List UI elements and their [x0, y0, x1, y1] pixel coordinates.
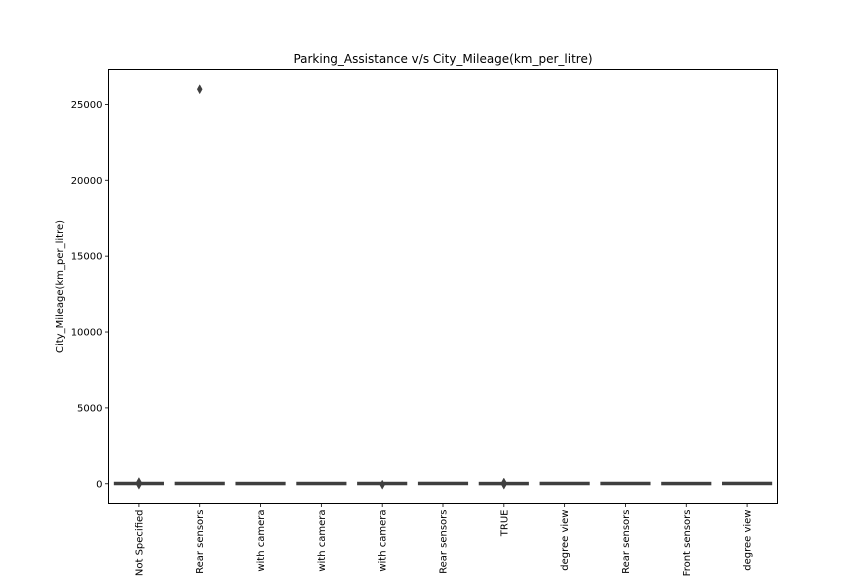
y-tick-label: 5000 [77, 403, 102, 414]
y-axis-label: City_Mileage(km_per_litre) [55, 220, 66, 353]
plot-area: 0 5000 10000 15000 20000 25000 Not Specified Re… [71, 84, 773, 576]
x-tick-label: Rear sensors [195, 510, 206, 574]
box-8 [600, 481, 651, 486]
x-tick-label: with camera [378, 510, 389, 572]
x-tick-label: degree view [560, 510, 571, 571]
x-tick-label: TRUE [499, 510, 510, 538]
box-9 [661, 481, 712, 486]
x-tick-label: Front sensors [682, 510, 693, 576]
box-0 [113, 477, 164, 490]
y-tick-label: 25000 [71, 100, 103, 111]
outlier-point [196, 84, 203, 95]
y-tick-label: 0 [96, 479, 102, 490]
x-tick-label: Rear sensors [439, 510, 450, 574]
box-1 [174, 84, 225, 486]
box-3 [296, 481, 347, 486]
box-10 [722, 481, 773, 486]
plot-frame [108, 69, 778, 504]
outlier-point [136, 477, 142, 488]
y-tick-label: 15000 [71, 252, 103, 263]
x-tick-label: Rear sensors [621, 510, 632, 574]
chart-title: Parking_Assistance v/s City_Mileage(km_p… [293, 52, 592, 66]
box-7 [539, 481, 590, 486]
box-5 [417, 481, 469, 486]
x-tick-label: degree view [743, 510, 754, 571]
y-tick-label: 10000 [71, 328, 103, 339]
x-tick-label: with camera [317, 510, 328, 572]
box-4 [357, 479, 408, 490]
outlier-point [501, 477, 507, 488]
x-tick-label: with camera [256, 510, 267, 572]
y-tick-label: 20000 [71, 176, 103, 187]
x-tick-label: Not Specified [134, 510, 145, 576]
box-6 [478, 477, 529, 490]
box-2 [235, 481, 286, 486]
outlier-point [379, 479, 385, 490]
